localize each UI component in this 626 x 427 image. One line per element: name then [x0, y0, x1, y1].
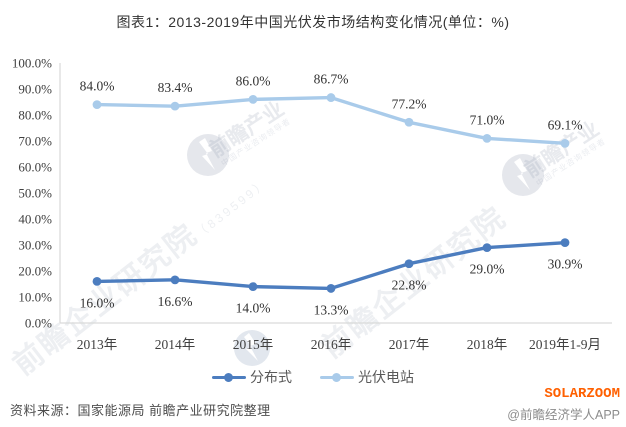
data-label: 16.6%	[158, 294, 193, 309]
credit-app: @前瞻经济学人APP	[507, 408, 620, 422]
data-point	[92, 100, 102, 109]
brand-solarzoom: SOLARZOOM	[544, 386, 620, 402]
data-point	[326, 284, 336, 293]
y-axis-tick-label: 10.0%	[18, 290, 52, 305]
y-axis-tick-label: 0.0%	[25, 316, 52, 331]
source-note: 资料来源：国家能源局 前瞻产业研究院整理	[10, 403, 271, 418]
x-axis-tick-label: 2019年1-9月	[529, 337, 601, 352]
y-axis-tick-label: 60.0%	[18, 160, 52, 175]
data-point	[560, 238, 570, 248]
y-axis-tick-label: 30.0%	[18, 238, 52, 253]
legend-label: 光伏电站	[358, 369, 414, 385]
chart-legend: 分布式 光伏电站	[0, 367, 626, 387]
data-point	[404, 259, 414, 269]
data-label: 13.3%	[314, 302, 349, 317]
data-label: 69.1%	[548, 117, 583, 132]
data-label: 86.7%	[314, 72, 349, 87]
data-label: 29.0%	[470, 262, 505, 277]
data-label: 77.2%	[392, 96, 427, 111]
data-label: 86.0%	[236, 73, 271, 88]
data-point	[404, 117, 414, 127]
data-point	[482, 243, 492, 253]
x-axis-tick-label: 2018年	[467, 337, 508, 352]
y-axis-tick-label: 100.0%	[12, 56, 52, 71]
axis-lines	[59, 63, 612, 324]
data-label: 14.0%	[236, 301, 271, 316]
data-label: 22.8%	[392, 278, 427, 293]
data-label: 84.0%	[80, 79, 115, 94]
x-axis-tick-label: 2015年	[233, 337, 274, 352]
data-point	[248, 95, 258, 104]
data-label: 83.4%	[158, 80, 193, 95]
legend-item-分布式: 分布式	[212, 367, 292, 387]
y-axis-tick-label: 20.0%	[18, 264, 52, 279]
data-point	[92, 277, 102, 286]
y-axis-tick-label: 80.0%	[18, 108, 52, 123]
brand-block: SOLARZOOM @前瞻经济学人APP	[507, 386, 620, 423]
legend-marker-icon	[212, 372, 246, 382]
x-axis-tick-label: 2013年	[77, 337, 118, 352]
legend-marker-icon	[320, 372, 354, 382]
data-point	[560, 138, 570, 148]
legend-label: 分布式	[250, 369, 292, 385]
data-point	[248, 282, 258, 291]
y-axis-tick-label: 90.0%	[18, 82, 52, 97]
y-axis-tick-label: 70.0%	[18, 134, 52, 149]
data-point	[482, 134, 492, 143]
data-label: 30.9%	[548, 257, 583, 272]
line-chart: 0.0% 10.0% 20.0% 30.0% 40.0% 50.0% 60.0% 70.0% 8…	[12, 56, 612, 352]
x-axis-tick-label: 2017年	[389, 337, 430, 352]
data-point	[170, 275, 180, 285]
legend-item-光伏电站: 光伏电站	[320, 367, 414, 387]
data-point	[170, 101, 180, 111]
data-label: 16.0%	[80, 295, 115, 310]
chart-title: 图表1：2013-2019年中国光伏发市场结构变化情况(单位：%)	[116, 14, 510, 30]
data-label: 71.0%	[470, 112, 505, 127]
y-axis-tick-label: 50.0%	[18, 186, 52, 201]
x-axis-tick-label: 2014年	[155, 337, 196, 352]
x-axis-tick-label: 2016年	[311, 337, 352, 352]
data-point	[326, 93, 336, 102]
y-axis-tick-label: 40.0%	[18, 212, 52, 227]
